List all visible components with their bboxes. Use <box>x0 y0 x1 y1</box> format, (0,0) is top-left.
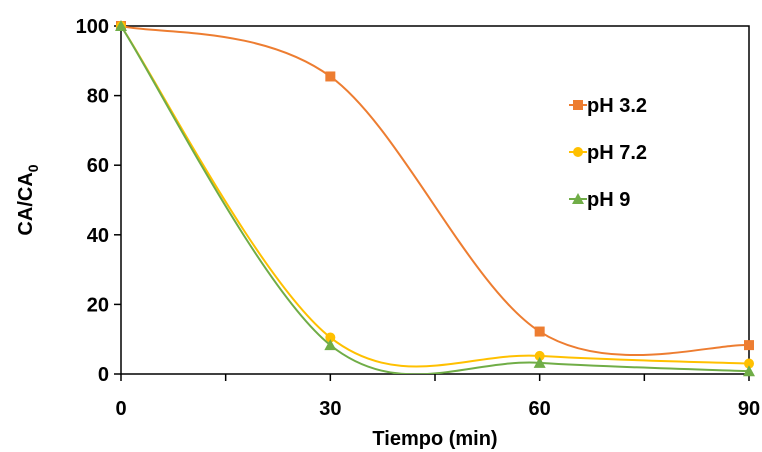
legend-marker <box>573 100 583 110</box>
series-line <box>121 25 749 356</box>
legend-marker <box>572 193 584 204</box>
y-tick-label: 0 <box>98 364 109 386</box>
data-point <box>534 326 545 337</box>
series-line <box>121 25 749 374</box>
data-point <box>533 356 546 368</box>
data-point <box>743 365 755 377</box>
y-tick-label: 100 <box>76 16 109 38</box>
y-tick-label: 40 <box>87 225 109 247</box>
legend: pH 3.2 pH 7.2 pH 9 <box>569 95 647 211</box>
x-tick-label: 60 <box>529 398 551 420</box>
x-tick-label: 0 <box>115 398 126 420</box>
y-axis-title-subscript: 0 <box>25 164 41 172</box>
x-axis-title: Tiempo (min) <box>372 428 497 450</box>
axes: 0 20 40 60 80 100 0 30 60 90 <box>76 16 761 420</box>
y-tick-label: 20 <box>87 294 109 316</box>
y-axis-title-main: CA/CA <box>15 172 37 235</box>
data-point <box>325 71 336 82</box>
legend-label: pH 7.2 <box>587 142 647 164</box>
y-axis-title: CA/CA0 <box>15 164 41 235</box>
series-ph-9 <box>121 25 749 374</box>
plot-frame <box>120 25 750 375</box>
y-tick-label: 60 <box>87 155 109 177</box>
series-ph-7-2 <box>121 25 749 368</box>
data-point <box>534 350 545 361</box>
data-point <box>744 358 754 369</box>
legend-label: pH 9 <box>587 189 630 211</box>
series-layer <box>115 20 755 377</box>
data-point <box>115 20 127 31</box>
data-point <box>744 340 754 351</box>
data-point <box>325 332 336 343</box>
x-tick-label: 90 <box>738 398 760 420</box>
y-tick-label: 80 <box>87 86 109 108</box>
legend-marker <box>573 147 583 157</box>
series-ph-3-2 <box>121 25 749 356</box>
data-point <box>324 339 337 351</box>
legend-label: pH 3.2 <box>587 95 647 117</box>
series-line <box>121 25 749 368</box>
x-tick-label: 30 <box>319 398 341 420</box>
